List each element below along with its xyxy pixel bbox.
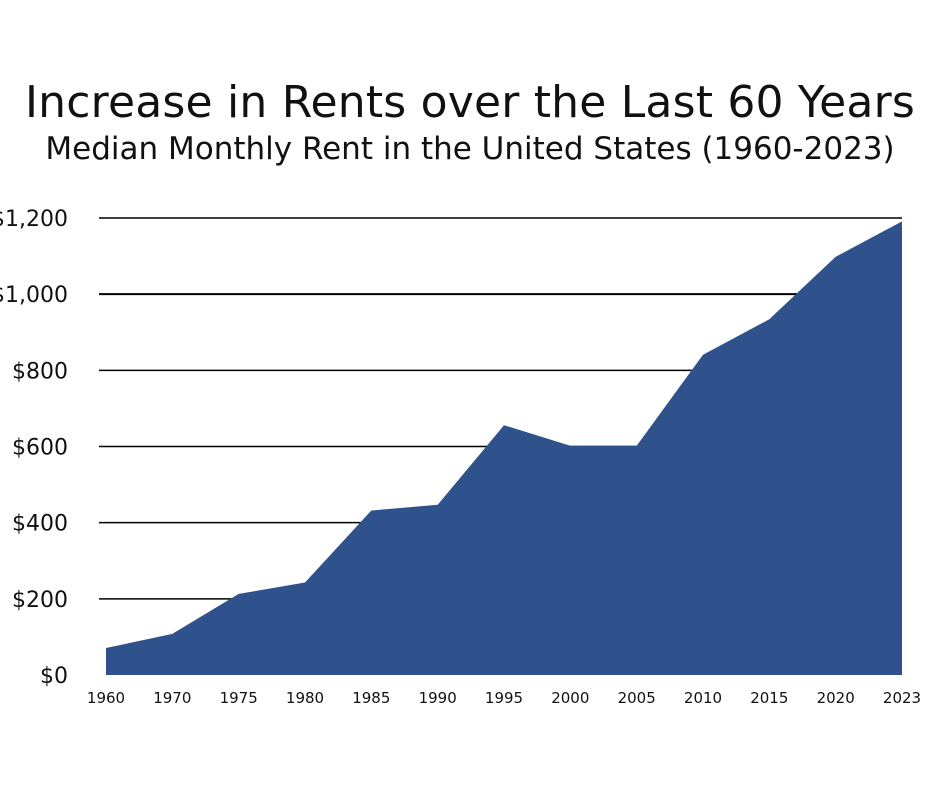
y-tick-label: $200	[12, 588, 68, 613]
x-tick-label: 2023	[883, 689, 921, 707]
x-tick-label: 1990	[419, 689, 457, 707]
y-tick-label: $400	[12, 512, 68, 537]
y-tick-label: $800	[12, 359, 68, 384]
y-tick-label: $1,000	[0, 283, 68, 308]
x-tick-label: 1995	[485, 689, 523, 707]
x-tick-label: 2015	[750, 689, 788, 707]
x-tick-label: 1960	[87, 689, 125, 707]
x-tick-label: 2010	[684, 689, 722, 707]
x-axis-tick-labels: 1960 1970 1975 1980 1985 1990 1995 2000 2005 2010…	[87, 689, 921, 707]
chart-subtitle: Median Monthly Rent in the United States…	[45, 131, 895, 167]
x-tick-label: 2020	[817, 689, 855, 707]
x-tick-label: 1985	[352, 689, 390, 707]
x-tick-label: 2005	[618, 689, 656, 707]
y-axis-tick-labels: $0 $200 $400 $600 $800 $1,000 $1,200	[0, 207, 68, 689]
x-tick-label: 1980	[286, 689, 324, 707]
y-tick-label: $1,200	[0, 207, 68, 232]
y-tick-label: $600	[12, 436, 68, 461]
x-tick-label: 2000	[551, 689, 589, 707]
y-tick-label: $0	[40, 664, 68, 689]
x-tick-label: 1975	[220, 689, 258, 707]
area-fill	[106, 221, 902, 675]
chart-title: Increase in Rents over the Last 60 Years	[25, 77, 915, 128]
x-tick-label: 1970	[153, 689, 191, 707]
area-series	[106, 221, 902, 675]
